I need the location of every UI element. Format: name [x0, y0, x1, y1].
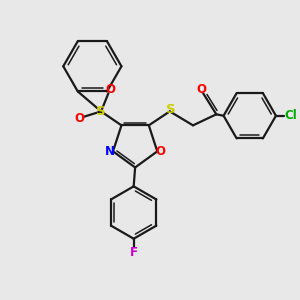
Text: Cl: Cl — [285, 109, 297, 122]
Text: O: O — [156, 145, 166, 158]
Text: O: O — [106, 83, 116, 96]
Text: S: S — [166, 103, 175, 116]
Text: F: F — [130, 246, 138, 259]
Text: N: N — [104, 145, 115, 158]
Text: S: S — [96, 105, 106, 118]
Text: O: O — [196, 83, 206, 96]
Text: O: O — [75, 112, 85, 124]
